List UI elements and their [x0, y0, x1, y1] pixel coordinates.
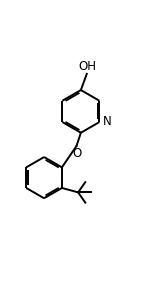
- Text: OH: OH: [78, 60, 96, 73]
- Text: N: N: [103, 115, 111, 128]
- Text: O: O: [73, 147, 82, 161]
